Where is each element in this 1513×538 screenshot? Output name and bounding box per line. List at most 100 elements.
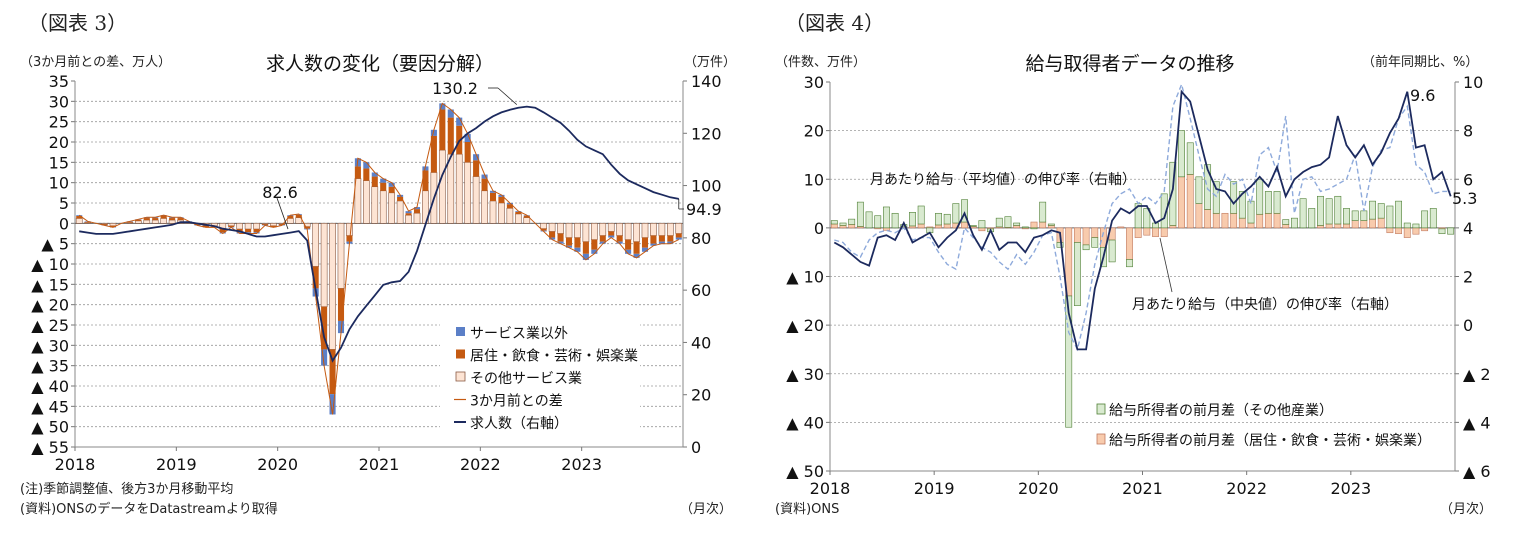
- bar-segment-series-0: [286, 218, 294, 224]
- bar-segment-series-1: [76, 216, 83, 219]
- bar-segment-series-1: [969, 225, 977, 227]
- bar-segment-series-0: [354, 178, 362, 224]
- bar-segment-series-0: [514, 213, 522, 224]
- mean-wage-label: 月あたり給与（平均値）の伸び率（右軸）: [870, 171, 1136, 188]
- bar-segment-series-1: [1369, 200, 1376, 220]
- bar-segment-series-1: [1282, 219, 1290, 225]
- bar-segment-series-1: [1299, 198, 1307, 229]
- y-tick-label: 5: [59, 194, 69, 213]
- bar-segment-series-1: [1273, 191, 1281, 214]
- bar-segment-series-1: [961, 199, 968, 223]
- annotation-leader: [276, 197, 289, 230]
- bar-segment-series-1: [608, 231, 615, 236]
- bar-segment-series-1: [540, 228, 547, 231]
- bar-segment-series-0: [1360, 220, 1368, 229]
- bar-segment-series-0: [1343, 223, 1350, 229]
- x-tick-label: 2022: [1226, 479, 1267, 498]
- left-axis-unit: （3か月前との差、万人）: [20, 54, 171, 70]
- legend-swatch: [456, 349, 465, 359]
- bar-segment-series-2: [667, 241, 674, 244]
- bar-segment-series-0: [362, 180, 370, 224]
- bar-segment-series-1: [1143, 208, 1151, 229]
- bar-segment-series-0: [1204, 209, 1212, 229]
- bar-segment-series-1: [287, 216, 294, 219]
- y-tick-label: 35: [49, 72, 69, 91]
- bar-segment-series-1: [882, 206, 890, 229]
- chart-title: 求人数の変化（要因分解）: [266, 53, 494, 75]
- bar-segment-series-1: [1004, 216, 1012, 228]
- bar-segment-series-0: [134, 220, 142, 224]
- bar-segment-series-0: [1325, 223, 1333, 229]
- bar-segment-series-1: [1308, 208, 1316, 229]
- bar-segment-series-0: [917, 223, 925, 229]
- bar-segment-series-0: [1386, 227, 1394, 234]
- bar-segment-series-1: [1421, 210, 1429, 229]
- bar-segment-series-2: [245, 232, 252, 234]
- bar-segment-series-1: [1082, 244, 1090, 251]
- bar-segment-series-0: [346, 223, 353, 236]
- bar-segment-series-1: [1412, 223, 1420, 229]
- legend-item: 給与所得者の前月差（その他産業）: [1109, 402, 1333, 419]
- bar-segment-series-0: [633, 223, 640, 242]
- annotation-leader: [497, 87, 518, 105]
- bar-segment-series-0: [337, 223, 345, 289]
- bar-segment-series-1: [658, 235, 665, 242]
- y-tick-label: ▲ 30: [786, 365, 824, 384]
- y2-tick-label: 100: [691, 177, 722, 196]
- bar-segment-series-1: [1169, 161, 1177, 226]
- bar-segment-series-1: [413, 209, 421, 214]
- x-tick-label: 2018: [55, 455, 96, 474]
- y-tick-label: 25: [49, 113, 69, 132]
- bar-segment-series-1: [135, 219, 142, 221]
- bar-segment-series-0: [498, 202, 505, 224]
- bar-segment-series-1: [160, 216, 167, 219]
- bar-segment-series-0: [438, 149, 446, 224]
- bar-segment-series-0: [320, 223, 328, 307]
- annotation-94-9: 94.9: [686, 200, 722, 219]
- bar-segment-series-1: [599, 235, 606, 242]
- bar-segment-series-1: [506, 204, 513, 209]
- bar-segment-series-0: [565, 223, 573, 238]
- bar-segment-series-1: [641, 237, 649, 248]
- bar-segment-series-0: [405, 214, 412, 224]
- bar-segment-series-0: [447, 153, 455, 224]
- bar-segment-series-2: [498, 194, 505, 197]
- bar-segment-series-0: [839, 225, 847, 229]
- y-tick-label: ▲ 35: [31, 357, 69, 376]
- x-tick-label: 2021: [1122, 479, 1163, 498]
- y2-tick-label: 80: [691, 229, 711, 248]
- bar-segment-series-0: [882, 227, 890, 231]
- bar-segment-series-0: [599, 223, 607, 236]
- bar-segment-series-1: [952, 203, 960, 224]
- bar-segment-series-1: [337, 288, 345, 321]
- chart-source: (資料)ONS: [775, 502, 839, 517]
- bar-segment-series-1: [430, 135, 437, 173]
- bar-segment-series-1: [1186, 142, 1194, 175]
- x-tick-label: 2020: [257, 455, 298, 474]
- y2-tick-label: ▲ 2: [1463, 365, 1491, 384]
- bar-segment-series-2: [591, 249, 598, 254]
- bar-segment-series-0: [1238, 217, 1246, 229]
- x-tick-label: 2019: [914, 479, 955, 498]
- x-tick-label: 2022: [460, 455, 501, 474]
- bar-segment-series-2: [388, 182, 395, 187]
- y2-tick-label: 4: [1463, 219, 1473, 238]
- bar-segment-series-0: [312, 223, 320, 267]
- annotation-5-3: 5.3: [1452, 189, 1477, 208]
- bar-segment-series-0: [143, 219, 151, 224]
- bar-segment-series-1: [574, 237, 581, 248]
- y-tick-label: 30: [49, 92, 69, 111]
- bar-segment-series-1: [675, 233, 682, 238]
- bar-segment-series-1: [1204, 164, 1212, 210]
- bar-segment-series-0: [658, 223, 666, 236]
- bar-segment-series-0: [1126, 227, 1133, 260]
- bar-segment-series-0: [1073, 227, 1081, 243]
- bar-segment-series-0: [641, 223, 649, 238]
- y-tick-label: ▲ 10: [31, 255, 69, 274]
- legend-background: [440, 318, 640, 436]
- bar-segment-series-0: [84, 222, 92, 224]
- bar-segment-series-0: [489, 200, 497, 224]
- bar-segment-series-0: [1082, 227, 1090, 246]
- y-tick-label: ▲ 25: [31, 316, 69, 335]
- y-tick-label: 0: [59, 214, 69, 233]
